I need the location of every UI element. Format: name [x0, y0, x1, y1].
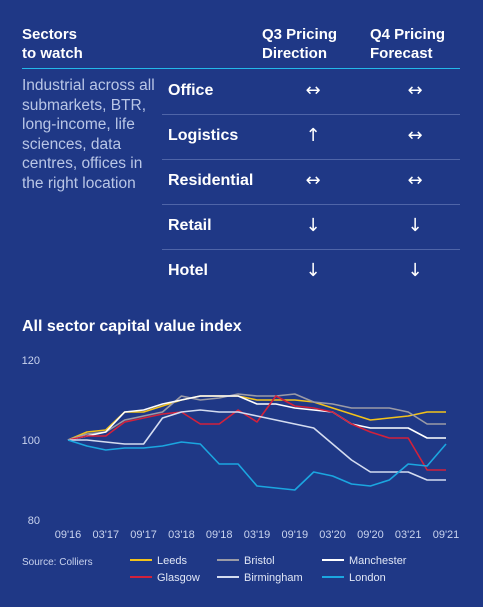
series-line-manchester: [67, 395, 446, 441]
sector-row-retail: Retail ↓ ↓: [162, 205, 460, 250]
x-tick-label: 09'19: [282, 529, 309, 541]
row-divider: [162, 249, 460, 250]
x-tick-label: 09'16: [55, 529, 82, 541]
x-tick-label: 03'17: [93, 529, 120, 541]
capital-value-chart: 80 100 120 09'16 03'17 09'17 03'18 09'18 03'19 09…: [22, 355, 460, 541]
legend-item-glasgow: Glasgow: [130, 571, 200, 585]
legend-label: Bristol: [244, 555, 275, 567]
series-line-glasgow: [67, 395, 446, 471]
sectors-header: Sectors to watch: [22, 26, 83, 62]
x-tick-label: 03'18: [168, 529, 195, 541]
legend-swatch: [322, 576, 344, 579]
legend-label: Manchester: [349, 555, 407, 567]
row-divider: [162, 204, 460, 205]
series-line-birmingham: [68, 409, 446, 481]
sectors-note: Industrial across all submarkets, BTR, l…: [22, 77, 155, 192]
q3-direction-icon: ↑: [305, 125, 321, 146]
legend-label: Leeds: [157, 555, 187, 567]
legend-item-london: London: [322, 571, 386, 585]
row-divider: [162, 159, 460, 160]
legend-item-manchester: Manchester: [322, 554, 406, 568]
x-tick-label: 03'21: [395, 529, 422, 541]
q3-direction-icon: ↓: [305, 215, 321, 236]
legend-swatch: [217, 559, 239, 562]
sector-name: Logistics: [168, 127, 239, 144]
legend-swatch: [130, 559, 152, 562]
sector-row-office: Office ↔ ↔: [162, 70, 460, 115]
x-tick-label: 09'17: [130, 529, 157, 541]
sector-row-hotel: Hotel ↓ ↓: [162, 250, 460, 295]
header-divider: [22, 68, 460, 69]
q3-pricing-header: Q3 Pricing Direction: [262, 26, 338, 62]
x-tick-label: 09'18: [206, 529, 233, 541]
legend-label: Birmingham: [244, 572, 303, 584]
q4-forecast-icon: ↔: [407, 170, 423, 191]
q4-forecast-icon: ↔: [407, 80, 423, 101]
series-line-london: [67, 439, 447, 491]
x-tick-label: 03'20: [319, 529, 346, 541]
legend-item-leeds: Leeds: [130, 554, 187, 568]
y-tick-label: 120: [22, 355, 40, 367]
source-note: Source: Colliers: [22, 557, 93, 568]
legend-swatch: [130, 576, 152, 579]
legend-item-bristol: Bristol: [217, 554, 275, 568]
q3-direction-icon: ↔: [305, 80, 321, 101]
legend-swatch: [217, 576, 239, 579]
q4-pricing-header: Q4 Pricing Forecast: [370, 26, 446, 62]
x-tick-label: 03'19: [244, 529, 271, 541]
q4-forecast-icon: ↓: [407, 215, 423, 236]
legend-item-birmingham: Birmingham: [217, 571, 303, 585]
legend-label: Glasgow: [157, 572, 200, 584]
x-tick-label: 09'21: [433, 529, 460, 541]
sector-name: Retail: [168, 217, 212, 234]
q3-direction-icon: ↔: [305, 170, 321, 191]
q4-forecast-icon: ↔: [407, 125, 423, 146]
y-tick-label: 80: [28, 515, 40, 527]
sector-row-logistics: Logistics ↑ ↔: [162, 115, 460, 160]
chart-title: All sector capital value index: [22, 318, 242, 335]
series-line-leeds: [67, 395, 446, 441]
q3-direction-icon: ↓: [305, 260, 321, 281]
sector-row-residential: Residential ↔ ↔: [162, 160, 460, 205]
sector-name: Office: [168, 82, 214, 99]
legend-label: London: [349, 572, 386, 584]
y-tick-label: 100: [22, 435, 40, 447]
row-divider: [162, 114, 460, 115]
sector-name: Residential: [168, 172, 254, 189]
q4-forecast-icon: ↓: [407, 260, 423, 281]
x-tick-label: 09'20: [357, 529, 384, 541]
legend-swatch: [322, 559, 344, 562]
series-line-bristol: [67, 393, 446, 441]
sector-name: Hotel: [168, 262, 208, 279]
